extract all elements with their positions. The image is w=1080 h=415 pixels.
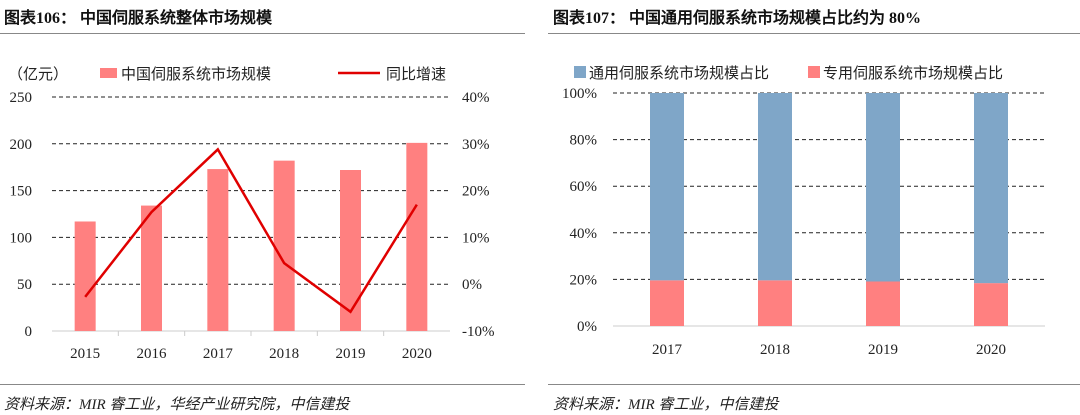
left-chart-title: 图表106： 中国伺服系统整体市场规模 [4, 10, 273, 27]
divider [548, 384, 1080, 385]
y-tick-label: 150 [10, 184, 33, 200]
y-tick-label: 80% [570, 133, 598, 149]
y-tick-label: 100% [562, 86, 597, 102]
bar-2016 [141, 205, 162, 331]
bar-general-2018 [758, 93, 792, 281]
legend-swatch [808, 66, 820, 78]
y2-tick-label: 10% [462, 230, 490, 246]
y2-tick-label: 0% [462, 277, 482, 293]
legend-label: 通用伺服系统市场规模占比 [589, 65, 769, 82]
y-tick-label: 0% [577, 319, 597, 335]
y-tick-label: 20% [570, 272, 598, 288]
x-tick-label: 2018 [269, 346, 299, 362]
legend-label: 同比增速 [386, 66, 446, 83]
legend-label: 专用伺服系统市场规模占比 [823, 65, 1003, 82]
bar-2015 [74, 221, 96, 331]
x-tick-label: 2017 [203, 346, 234, 362]
line-series [84, 147, 418, 314]
y-tick-label: 100 [10, 230, 33, 246]
bar-2020 [406, 142, 428, 331]
y2-tick-label: 40% [462, 90, 490, 106]
x-tick-label: 2020 [976, 342, 1006, 358]
y2-tick-label: -10% [462, 324, 495, 340]
x-tick-label: 2017 [652, 342, 683, 358]
x-tick-label: 2019 [336, 346, 366, 362]
legend-label: 中国伺服系统市场规模 [121, 66, 271, 83]
divider [548, 33, 1080, 34]
bar-general-2019 [866, 93, 900, 282]
bar-2019 [340, 170, 361, 331]
y-tick-label: 0 [25, 324, 33, 340]
x-tick-label: 2019 [868, 342, 898, 358]
bar-general-2017 [650, 93, 684, 281]
left-source: 资料来源：MIR 睿工业，华经产业研究院，中信建投 [4, 397, 350, 413]
y-tick-label: 200 [10, 137, 33, 153]
y2-tick-label: 20% [462, 184, 490, 200]
divider [0, 33, 525, 34]
legend-swatch-bar [100, 68, 117, 78]
right-chart-title: 图表107： 中国通用伺服系统市场规模占比约为 80% [553, 10, 922, 27]
divider [0, 384, 525, 385]
y-tick-label: 40% [570, 226, 598, 242]
y-tick-label: 50 [17, 277, 32, 293]
right-source: 资料来源：MIR 睿工业，中信建投 [553, 397, 779, 413]
y-tick-label: 250 [10, 90, 33, 106]
y-tick-label: 60% [570, 179, 598, 195]
legend-swatch [574, 66, 586, 78]
bar-specific-2018 [758, 280, 792, 326]
bar-2017 [207, 169, 229, 331]
bar-2018 [273, 160, 295, 331]
x-tick-label: 2016 [137, 346, 168, 362]
x-tick-label: 2018 [760, 342, 790, 358]
y2-tick-label: 30% [462, 137, 490, 153]
bar-specific-2020 [974, 283, 1008, 326]
unit-label: （亿元） [8, 66, 68, 83]
bar-general-2020 [974, 93, 1008, 284]
bar-specific-2017 [650, 280, 684, 326]
x-tick-label: 2020 [402, 346, 432, 362]
bar-specific-2019 [866, 281, 900, 326]
x-tick-label: 2015 [70, 346, 100, 362]
